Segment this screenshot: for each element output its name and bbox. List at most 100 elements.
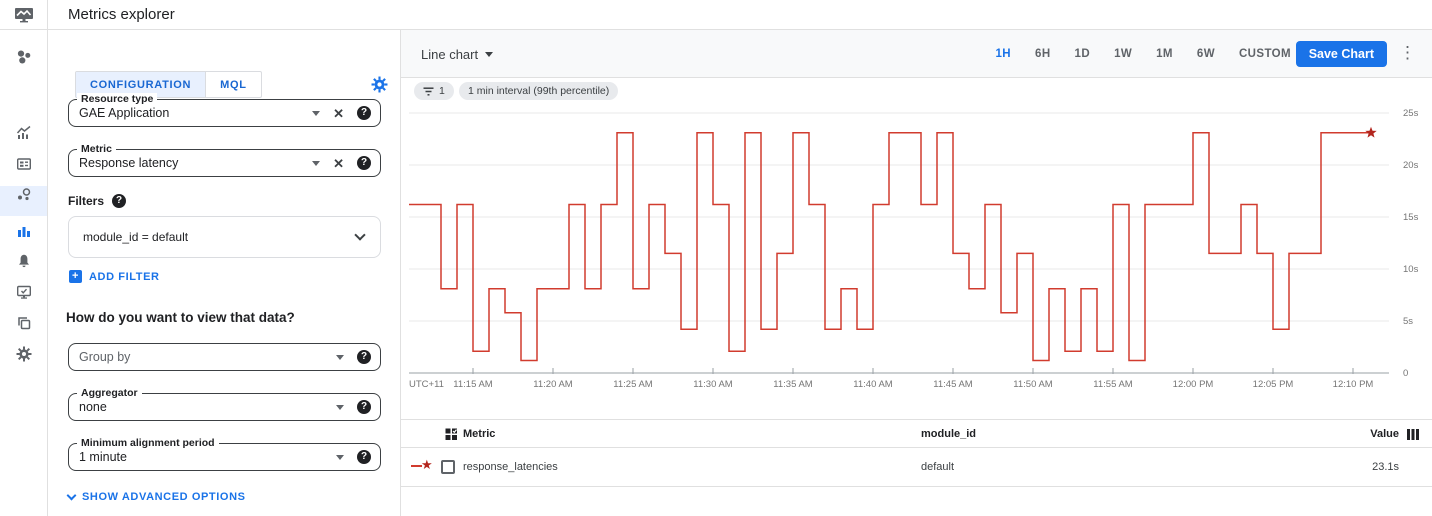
- tab-mql[interactable]: MQL: [205, 72, 261, 97]
- alignment-period-field[interactable]: Minimum alignment period 1 minute: [68, 437, 381, 471]
- aggregator-field[interactable]: Aggregator none: [68, 387, 381, 421]
- series-legend-mark: [411, 458, 437, 474]
- metric-value: Response latency: [79, 156, 179, 170]
- x-tick-label: 11:35 AM: [773, 379, 813, 390]
- chart-type-label: Line chart: [421, 47, 479, 62]
- group-by-field[interactable]: Group by: [68, 343, 381, 371]
- chart-panel: Line chart 1H 6H 1D 1W 1M 6W CUSTOM Save Chart…: [400, 30, 1432, 516]
- save-chart-button[interactable]: Save Chart: [1295, 41, 1387, 67]
- monitoring-logo-cell[interactable]: [0, 0, 48, 30]
- settings-icon[interactable]: [16, 346, 32, 362]
- metrics-icon[interactable]: [16, 125, 32, 141]
- help-icon[interactable]: [112, 194, 127, 208]
- help-icon[interactable]: [357, 106, 371, 120]
- clear-icon[interactable]: [333, 107, 344, 120]
- x-tick-label: 11:45 AM: [933, 379, 973, 390]
- help-icon[interactable]: [357, 450, 371, 464]
- alerting-icon[interactable]: [16, 253, 32, 269]
- more-options-kebab-icon[interactable]: [1399, 43, 1416, 63]
- show-advanced-options-label: SHOW ADVANCED OPTIONS: [82, 491, 246, 503]
- add-filter-label: ADD FILTER: [89, 270, 160, 283]
- group-by-placeholder: Group by: [79, 350, 131, 364]
- chart-type-dropdown[interactable]: Line chart: [421, 47, 494, 62]
- chevron-down-icon[interactable]: [354, 229, 366, 241]
- series-checkbox[interactable]: [441, 460, 455, 474]
- aggregator-value: none: [79, 400, 107, 414]
- explorer-settings-gear-icon[interactable]: [371, 76, 388, 93]
- range-button-1d[interactable]: 1D: [1074, 48, 1091, 60]
- resource-type-label: Resource type: [77, 93, 158, 105]
- legend-table-header: Metric module_id Value: [401, 419, 1432, 448]
- y-tick-label: 10s: [1403, 264, 1419, 275]
- help-icon[interactable]: [357, 156, 371, 170]
- monitoring-overview-icon[interactable]: [16, 49, 32, 65]
- range-button-1m[interactable]: 1M: [1156, 48, 1173, 60]
- tab-configuration[interactable]: CONFIGURATION: [76, 72, 206, 97]
- alignment-period-value: 1 minute: [79, 450, 127, 464]
- resource-type-value: GAE Application: [79, 106, 170, 120]
- x-tick-label: 11:55 AM: [1093, 379, 1133, 390]
- show-advanced-options-button[interactable]: SHOW ADVANCED OPTIONS: [66, 490, 246, 503]
- column-header-value[interactable]: Value: [1370, 428, 1399, 440]
- latest-point-star-marker: [1365, 126, 1377, 138]
- x-tick-label: 12:00 PM: [1173, 379, 1214, 390]
- monitoring-logo-icon: [14, 7, 33, 22]
- time-range-group: 1H 6H 1D 1W 1M 6W CUSTOM: [986, 30, 1301, 78]
- column-header-metric[interactable]: Metric: [463, 428, 496, 440]
- y-tick-label: 15s: [1403, 212, 1419, 223]
- dropdown-caret-icon[interactable]: [312, 110, 321, 116]
- chevron-down-icon: [66, 490, 77, 501]
- x-tick-label: 11:30 AM: [693, 379, 733, 390]
- y-tick-label: 5s: [1403, 316, 1413, 327]
- x-tick-label: 11:20 AM: [533, 379, 573, 390]
- configuration-panel: CONFIGURATION MQL Resource type GAE Appl…: [48, 30, 446, 516]
- metrics-explorer-icon[interactable]: [16, 223, 32, 239]
- dropdown-caret-icon[interactable]: [336, 354, 344, 360]
- x-tick-label: UTC+11: [409, 379, 444, 390]
- range-button-custom[interactable]: CUSTOM: [1238, 48, 1291, 60]
- x-tick-label: 12:05 PM: [1253, 379, 1294, 390]
- x-tick-label: 11:25 AM: [613, 379, 653, 390]
- range-button-6h[interactable]: 6H: [1035, 48, 1051, 60]
- legend-table-row[interactable]: response_latencies default 23.1s: [401, 448, 1432, 487]
- y-tick-label: 25s: [1403, 108, 1419, 119]
- x-tick-label: 12:10 PM: [1333, 379, 1374, 390]
- left-nav-rail: [0, 30, 48, 516]
- resource-type-field[interactable]: Resource type GAE Application: [68, 93, 381, 127]
- column-header-module-id[interactable]: module_id: [921, 428, 977, 440]
- latency-series-line: [409, 132, 1371, 362]
- help-icon[interactable]: [357, 400, 371, 414]
- interval-chip[interactable]: 1 min interval (99th percentile): [459, 82, 619, 100]
- dropdown-caret-icon[interactable]: [336, 454, 344, 460]
- uptime-checks-icon[interactable]: [16, 284, 32, 300]
- help-icon[interactable]: [357, 350, 371, 364]
- cell-metric: response_latencies: [463, 461, 558, 473]
- range-button-6w[interactable]: 6W: [1196, 48, 1215, 60]
- aggregator-label: Aggregator: [77, 387, 142, 399]
- filter-expression: module_id = default: [83, 230, 189, 244]
- legend-toggle-icon[interactable]: [445, 428, 458, 441]
- cell-value: 23.1s: [1372, 461, 1399, 473]
- filter-count-chip[interactable]: 1: [414, 82, 454, 100]
- column-settings-icon[interactable]: [1406, 428, 1420, 441]
- dropdown-caret-icon[interactable]: [312, 160, 321, 166]
- line-chart-canvas[interactable]: 25s 20s 15s 10s 5s 0 UTC+11 11:15 AM 11:20 AM 11:…: [401, 100, 1432, 400]
- dashboards-icon[interactable]: [16, 156, 32, 172]
- filters-section: Filters: [68, 194, 127, 208]
- dropdown-caret-icon[interactable]: [336, 404, 344, 410]
- groups-icon[interactable]: [16, 315, 32, 331]
- metric-field[interactable]: Metric Response latency: [68, 143, 381, 177]
- services-icon[interactable]: [16, 187, 32, 203]
- clear-icon[interactable]: [333, 157, 344, 170]
- add-filter-button[interactable]: ADD FILTER: [69, 270, 160, 283]
- app-bar: Metrics explorer: [0, 0, 1432, 30]
- filter-row[interactable]: module_id = default: [68, 216, 381, 258]
- filter-count-value: 1: [439, 85, 445, 97]
- series-line-swatch: [411, 465, 422, 467]
- range-button-1h[interactable]: 1H: [995, 48, 1012, 60]
- filters-label: Filters: [68, 194, 105, 208]
- y-tick-label: 20s: [1403, 160, 1419, 171]
- x-tick-label: 11:15 AM: [453, 379, 493, 390]
- y-tick-label: 0: [1403, 368, 1408, 379]
- range-button-1w[interactable]: 1W: [1114, 48, 1133, 60]
